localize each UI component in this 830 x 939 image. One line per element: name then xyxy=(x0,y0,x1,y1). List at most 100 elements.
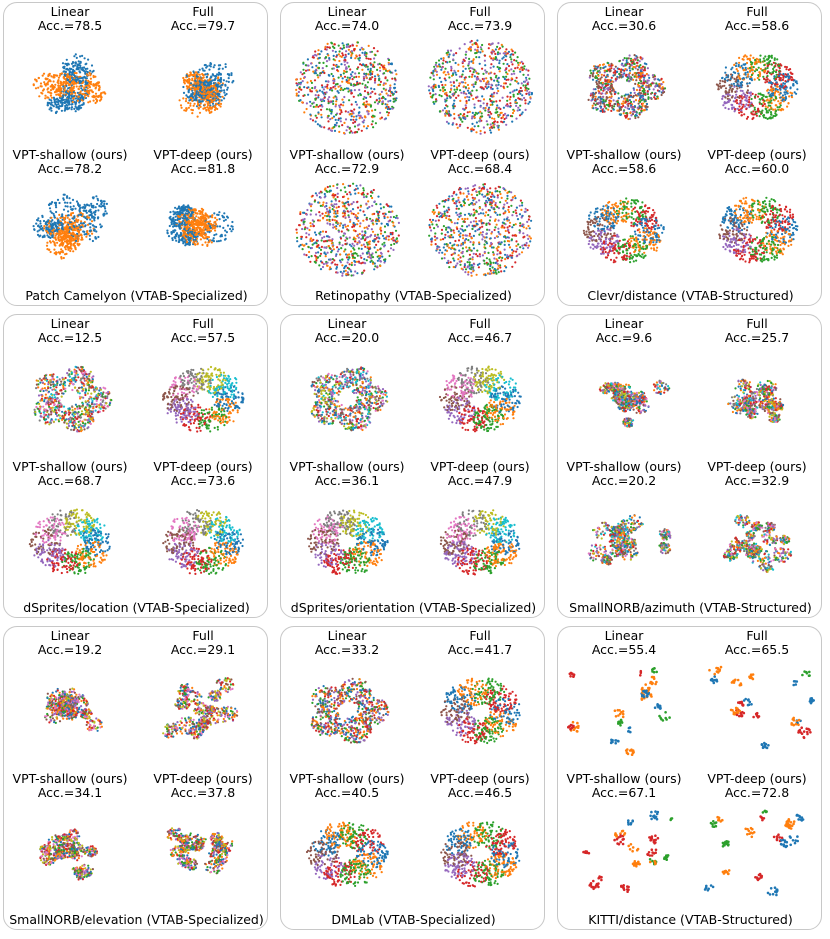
scatter-point xyxy=(461,73,464,76)
scatter-point xyxy=(357,66,360,69)
scatter-point xyxy=(70,62,74,65)
scatter-point xyxy=(386,111,389,114)
scatter-point xyxy=(227,80,230,83)
scatter-point xyxy=(343,214,346,217)
scatter-point xyxy=(465,225,469,228)
scatter-point xyxy=(368,205,371,209)
scatter-point xyxy=(309,213,312,216)
scatter-point xyxy=(515,76,518,79)
scatter-point xyxy=(60,248,63,251)
scatter-point xyxy=(511,111,515,115)
scatter-point xyxy=(198,111,202,114)
scatter-point xyxy=(378,100,381,103)
scatter-point xyxy=(197,231,200,234)
scatter-point xyxy=(320,113,323,116)
scatter-point xyxy=(356,234,359,238)
scatter-point xyxy=(192,238,195,241)
scatter-point xyxy=(495,111,498,114)
scatter-point xyxy=(528,93,531,96)
scatter-point xyxy=(321,203,325,206)
scatter-point xyxy=(69,245,72,249)
tsne-scatter-plot xyxy=(32,53,107,115)
scatter-point xyxy=(82,98,85,101)
scatter-point xyxy=(300,88,303,91)
scatter-point xyxy=(325,262,328,265)
scatter-point xyxy=(336,250,339,253)
scatter-point xyxy=(395,214,398,217)
scatter-point xyxy=(371,76,374,79)
scatter-point xyxy=(42,88,46,91)
scatter-point xyxy=(505,55,508,58)
scatter-point xyxy=(506,95,509,98)
scatter-point xyxy=(179,215,182,218)
scatter-point xyxy=(474,52,477,55)
scatter-point xyxy=(91,232,94,235)
scatter-point xyxy=(58,74,62,77)
scatter-point xyxy=(524,108,527,111)
scatter-point xyxy=(195,223,198,227)
scatter-point xyxy=(357,260,360,263)
scatter-point xyxy=(331,89,334,92)
scatter-point xyxy=(449,96,452,99)
scatter-point xyxy=(40,85,43,88)
scatter-point xyxy=(391,77,394,80)
scatter-point xyxy=(318,53,321,56)
scatter-point xyxy=(194,212,198,215)
scatter-point xyxy=(187,204,190,207)
scatter-point xyxy=(73,242,76,245)
scatter-point xyxy=(387,238,390,241)
scatter-point xyxy=(336,66,339,69)
scatter-point xyxy=(58,213,61,216)
scatter-point xyxy=(473,106,476,109)
scatter-point xyxy=(505,48,508,51)
scatter-point xyxy=(89,218,92,221)
scatter-point xyxy=(49,250,52,254)
scatter-point xyxy=(391,93,395,96)
scatter-point xyxy=(332,58,335,61)
scatter-point xyxy=(381,234,385,237)
scatter-point xyxy=(212,87,215,90)
scatter-point xyxy=(96,82,99,85)
scatter-point xyxy=(464,56,467,59)
scatter-point xyxy=(510,73,513,76)
scatter-point xyxy=(325,91,328,94)
scatter-point xyxy=(496,121,499,124)
scatter-point xyxy=(333,259,336,262)
scatter-point xyxy=(470,75,473,78)
scatter-point xyxy=(496,124,499,127)
scatter-point xyxy=(49,85,52,88)
scatter-point xyxy=(362,97,365,101)
scatter-point xyxy=(76,243,80,246)
scatter-point xyxy=(66,108,69,111)
scatter-point xyxy=(452,58,455,61)
scatter-point xyxy=(342,46,346,49)
scatter-point xyxy=(222,216,225,219)
scatter-point xyxy=(211,102,215,105)
scatter-point xyxy=(326,215,329,218)
scatter-point xyxy=(89,69,92,72)
scatter-point xyxy=(314,120,317,123)
scatter-point xyxy=(356,223,359,226)
scatter-point xyxy=(51,229,54,232)
scatter-point xyxy=(339,117,342,120)
scatter-point xyxy=(74,224,77,227)
scatter-point xyxy=(450,69,453,72)
scatter-point xyxy=(349,44,352,48)
scatter-point xyxy=(375,243,378,246)
scatter-point xyxy=(374,122,377,125)
scatter-point xyxy=(177,214,180,218)
scatter-point xyxy=(473,125,476,128)
scatter-point xyxy=(299,77,302,80)
scatter-point xyxy=(46,101,50,104)
scatter-point xyxy=(349,68,352,71)
scatter-point xyxy=(66,201,69,204)
scatter-point xyxy=(324,46,327,49)
scatter-point xyxy=(65,63,68,66)
scatter-point xyxy=(198,99,201,102)
scatter-point xyxy=(208,88,211,92)
scatter-point xyxy=(394,90,397,93)
scatter-point xyxy=(174,215,177,218)
scatter-point xyxy=(475,56,478,59)
scatter-point xyxy=(187,101,190,104)
scatter-point xyxy=(328,46,331,49)
